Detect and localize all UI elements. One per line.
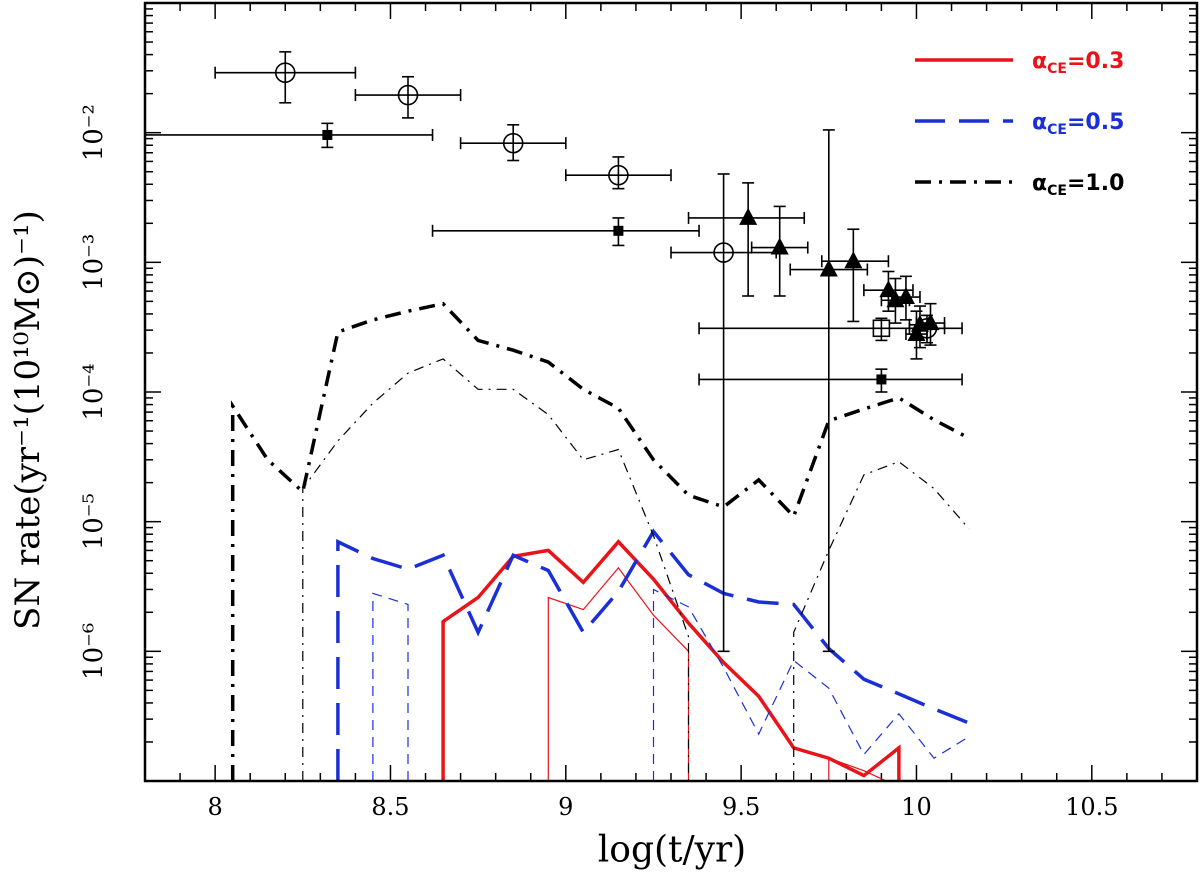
observation-point: [915, 302, 946, 346]
legend-subscript: CE: [1047, 183, 1067, 199]
series-line: [302, 358, 690, 781]
filled-triangle-marker: [844, 251, 863, 269]
filled-triangle-marker: [770, 237, 789, 255]
filled-triangle-marker: [879, 280, 898, 298]
observation-point: [145, 122, 434, 149]
observation-point: [670, 173, 778, 653]
series-line: [547, 566, 690, 781]
x-tick-label: 8.5: [371, 793, 409, 821]
observations-group: [145, 51, 963, 653]
legend-label: αCE=0.5: [1032, 110, 1124, 138]
series-line: [336, 528, 970, 781]
y-tick-label: 10⁻⁶: [79, 623, 109, 680]
filled-triangle-marker: [819, 259, 838, 277]
open-square-marker: [872, 319, 891, 338]
filled-triangle-marker: [907, 324, 926, 342]
legend-subscript: CE: [1047, 122, 1067, 138]
open-circle-marker: [274, 62, 296, 84]
legend-subscript: CE: [1047, 61, 1067, 77]
filled-triangle-marker: [921, 313, 940, 331]
filled-triangle-marker: [739, 207, 758, 225]
x-axis-label: log(t/yr): [597, 829, 747, 871]
series-line: [793, 461, 970, 781]
y-tick-label: 10⁻⁵: [79, 493, 109, 550]
observation-point: [354, 75, 462, 119]
series-line: [828, 757, 888, 781]
filled-square-marker: [876, 374, 887, 385]
observation-point: [789, 129, 869, 653]
legend-symbol: α: [1032, 49, 1047, 74]
x-tick-label: 10: [901, 793, 932, 821]
filled-square-marker: [613, 225, 624, 236]
open-circle-marker: [502, 132, 524, 154]
observation-point: [564, 156, 672, 190]
series-line: [372, 592, 409, 781]
x-tick-label: 9.5: [722, 793, 760, 821]
observation-point: [459, 123, 567, 162]
observation-point: [687, 182, 806, 297]
axis-ticks: [144, 2, 1198, 782]
legend-value: =0.5: [1067, 110, 1124, 135]
legend-value: =0.3: [1067, 49, 1124, 74]
filled-square-marker: [322, 129, 333, 140]
observation-point: [214, 51, 357, 104]
y-axis-label: SN rate(yr⁻¹(10¹⁰M⊙)⁻¹): [8, 210, 48, 630]
legend-symbol: α: [1032, 171, 1047, 196]
y-tick-label: 10⁻³: [79, 234, 109, 291]
open-circle-marker: [608, 164, 629, 186]
observation-point: [698, 368, 963, 393]
legend-label: αCE=1.0: [1032, 171, 1124, 199]
x-tick-label: 8: [207, 793, 222, 821]
open-circle-marker: [713, 242, 734, 263]
series-line: [230, 301, 970, 781]
series-line: [652, 588, 970, 781]
legend-value: =1.0: [1067, 171, 1124, 196]
y-tick-label: 10⁻⁴: [79, 363, 109, 420]
plot-frame: [143, 1, 1199, 783]
series-line: [441, 539, 901, 781]
x-tick-label: 9: [558, 793, 573, 821]
observation-point: [891, 275, 921, 321]
observation-point: [431, 217, 700, 247]
y-tick-label: 10⁻²: [79, 104, 109, 161]
observation-point: [750, 205, 809, 297]
x-tick-label: 10.5: [1065, 793, 1118, 821]
series-group: [230, 301, 970, 781]
open-circle-marker: [397, 84, 419, 106]
legend-symbol: α: [1032, 110, 1047, 135]
legend-label: αCE=0.3: [1032, 49, 1124, 77]
observation-point: [820, 228, 890, 323]
filled-triangle-marker: [896, 287, 915, 305]
